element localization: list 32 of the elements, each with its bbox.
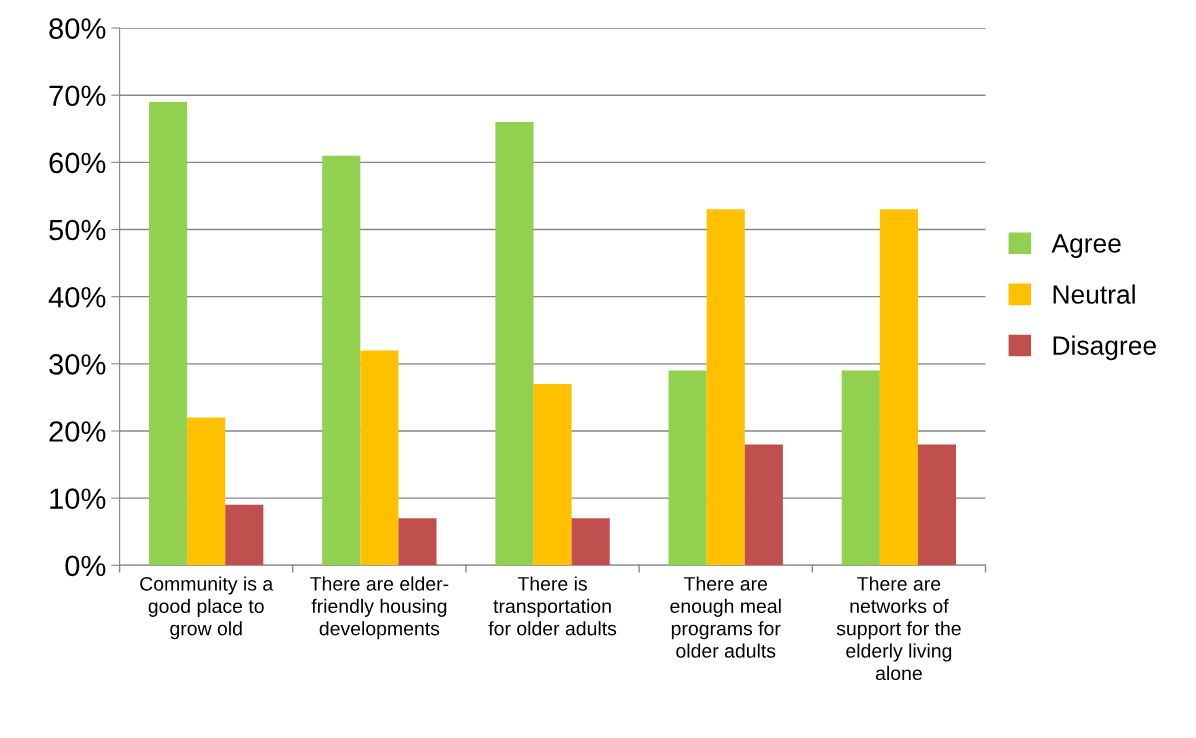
x-tick-label: There are elder- friendly housing developments [310,576,449,640]
bar [571,518,610,566]
bar [187,417,226,566]
bar [744,444,783,566]
bar [495,122,534,566]
legend-label: Disagree [1053,335,1156,361]
bar [149,101,188,566]
y-tick-label: 70% [49,85,106,107]
bar [706,209,745,566]
y-tick-label: 30% [49,354,106,375]
y-tick-label: 20% [49,421,106,442]
bar [841,370,880,566]
legend-label: Neutral [1053,284,1135,304]
bar [225,504,264,566]
bar [360,350,399,566]
x-tick-label: There are networks of support for the elderly living alone [836,576,961,681]
bar [917,444,957,566]
bar [398,518,437,566]
y-tick-label: 40% [48,286,106,308]
x-tick-label: There are enough meal programs for older adults [670,576,781,658]
y-tick-label: 50% [49,219,106,241]
y-tick-label: 60% [49,152,106,174]
y-tick-label: 80% [49,18,106,39]
bar [533,383,572,566]
bar [322,155,361,566]
bar [879,209,918,566]
legend-label: Agree [1051,234,1121,258]
x-tick-label: Community is a good place to grow old [140,576,274,640]
bar [668,370,707,566]
y-tick-label: 0% [65,555,106,577]
x-tick-label: There is transportation for older adults [488,576,617,636]
y-tick-label: 10% [50,488,106,510]
